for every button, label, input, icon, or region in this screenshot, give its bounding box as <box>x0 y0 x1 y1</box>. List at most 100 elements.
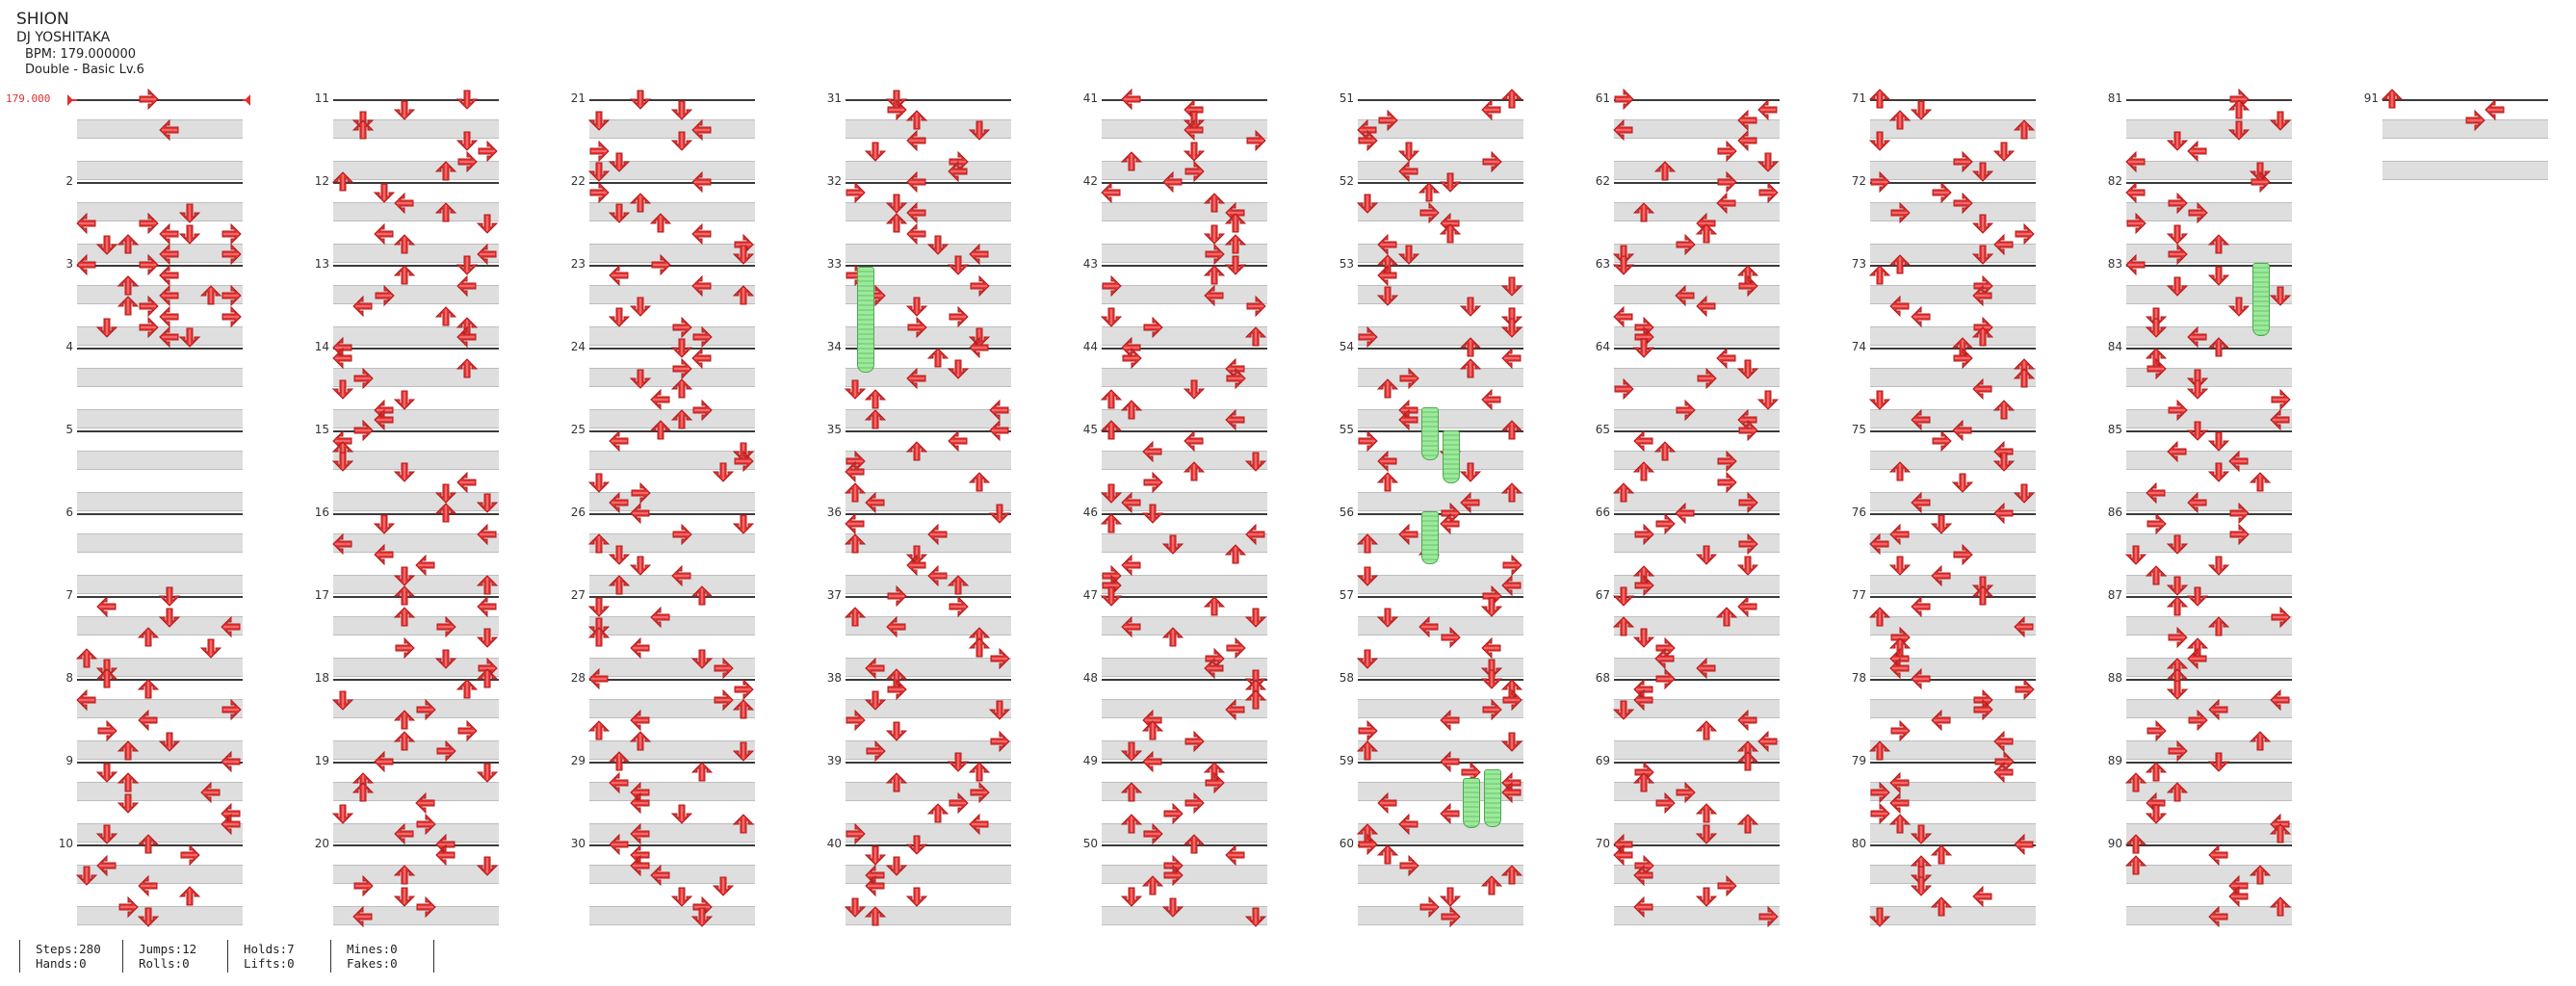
arrow-up-icon <box>178 885 201 908</box>
arrow-up-icon <box>732 284 755 307</box>
beat-stripe <box>2126 368 2292 387</box>
arrow-up-icon <box>1971 325 1994 349</box>
arrow-left-icon <box>1418 615 1441 638</box>
arrow-left-icon <box>1183 118 1206 142</box>
measure-number: 32 <box>826 174 842 188</box>
arrow-left-icon <box>1632 895 1655 919</box>
beat-stripe <box>589 782 755 801</box>
arrow-right-icon <box>1356 833 1379 856</box>
arrow-down-icon <box>885 719 908 742</box>
arrow-down-icon <box>885 192 908 215</box>
arrow-down-icon <box>75 864 98 887</box>
hold-note <box>1443 430 1460 483</box>
arrow-down-icon <box>158 606 181 629</box>
arrow-down-icon <box>2166 574 2189 597</box>
arrow-up-icon <box>1500 419 1523 442</box>
measure-line <box>1102 679 1267 681</box>
beat-stripe <box>1614 368 1780 387</box>
arrow-left-icon <box>608 264 631 287</box>
measure-number: 86 <box>2107 506 2122 519</box>
measure-number: 43 <box>1082 257 1098 271</box>
arrow-right-icon <box>1971 698 1994 721</box>
beat-stripe <box>1102 906 1267 925</box>
beat-stripe <box>1358 823 1523 843</box>
arrow-up-icon <box>1376 471 1399 494</box>
stat-group-mines: Mines:0 Fakes:0 <box>330 940 432 973</box>
measure-line <box>846 99 1011 101</box>
mines-count: Mines:0 <box>347 942 398 956</box>
measure-line <box>1614 430 1780 432</box>
arrow-right-icon <box>649 253 672 276</box>
arrow-right-icon <box>1951 543 1974 566</box>
arrow-up-icon <box>1632 201 1655 224</box>
arrow-left-icon <box>158 222 181 246</box>
beat-stripe <box>589 492 755 511</box>
arrow-right-icon <box>1183 730 1206 753</box>
arrow-up-icon <box>1224 233 1247 256</box>
arrow-left-icon <box>587 667 611 690</box>
measure: 72 <box>1852 174 2036 265</box>
arrow-down-icon <box>1971 160 1994 183</box>
arrow-up-icon <box>885 771 908 794</box>
arrow-left-icon <box>137 874 160 897</box>
beat-stripe <box>1870 906 2036 925</box>
arrow-down-icon <box>732 740 755 763</box>
beat-stripe <box>1614 823 1780 843</box>
arrow-down-icon <box>1868 388 1891 411</box>
arrow-right-icon <box>1244 295 1267 318</box>
arrow-right-icon <box>1224 367 1247 390</box>
beat-stripe <box>846 161 1011 180</box>
arrow-up-icon <box>2124 771 2147 794</box>
arrow-down-icon <box>476 212 499 235</box>
measure-number: 23 <box>570 257 585 271</box>
arrow-right-icon <box>1183 791 1206 815</box>
beat-stripe <box>1102 451 1267 470</box>
arrow-down-icon <box>393 98 416 121</box>
arrow-down-icon <box>1141 502 1164 525</box>
measure-line <box>1870 513 2036 515</box>
beat-stripe <box>1870 782 2036 801</box>
arrow-left-icon <box>1736 595 1759 618</box>
arrow-left-icon <box>905 222 928 246</box>
measure-line <box>77 348 243 350</box>
measure-number: 75 <box>1851 423 1866 436</box>
arrow-down-icon <box>95 822 118 845</box>
arrow-left-icon <box>2166 440 2189 463</box>
arrow-up-icon <box>2207 615 2230 638</box>
measure-number: 87 <box>2107 588 2122 602</box>
arrow-up-icon <box>1203 595 1226 618</box>
arrow-left-icon <box>1224 408 1247 431</box>
measure-number: 44 <box>1082 340 1098 353</box>
arrow-left-icon <box>1141 440 1164 463</box>
measure-number: 8 <box>65 671 73 685</box>
arrow-right-icon <box>1715 170 1738 194</box>
measure-line <box>1358 430 1523 432</box>
arrow-left-icon <box>670 564 693 587</box>
arrow-left-icon <box>864 657 887 680</box>
arrow-right-icon <box>732 678 755 701</box>
beat-stripe <box>1358 740 1523 760</box>
arrow-down-icon <box>2166 678 2189 701</box>
arrow-up-icon <box>968 761 991 784</box>
arrow-left-icon <box>1376 233 1399 256</box>
arrow-right-icon <box>1203 771 1226 794</box>
arrow-right-icon <box>476 140 499 163</box>
arrow-left-icon <box>1888 791 1912 815</box>
measure: 21 <box>571 91 755 182</box>
arrow-down-icon <box>2166 274 2189 298</box>
measure: 33 <box>827 257 1011 348</box>
beat-stripe <box>1358 575 1523 594</box>
arrow-right-icon <box>1868 781 1891 804</box>
arrow-down-icon <box>1736 357 1759 380</box>
arrow-down-icon <box>2207 264 2230 287</box>
arrow-right-icon <box>1480 150 1503 173</box>
arrow-up-icon <box>331 170 354 194</box>
arrow-right-icon <box>2145 357 2168 380</box>
measure: 30 <box>571 837 755 927</box>
measure-number: 80 <box>1851 837 1866 850</box>
arrow-up-icon <box>2227 98 2251 121</box>
lifts-count: Lifts:0 <box>244 956 295 971</box>
measure: 53 <box>1340 257 1523 348</box>
step-chart: 2 3 4 5 6 7 8 9 10 11 12 13 14 15 16 17 18 19 20 21 22 23 24 25… <box>59 88 2548 928</box>
beat-stripe <box>846 119 1011 139</box>
